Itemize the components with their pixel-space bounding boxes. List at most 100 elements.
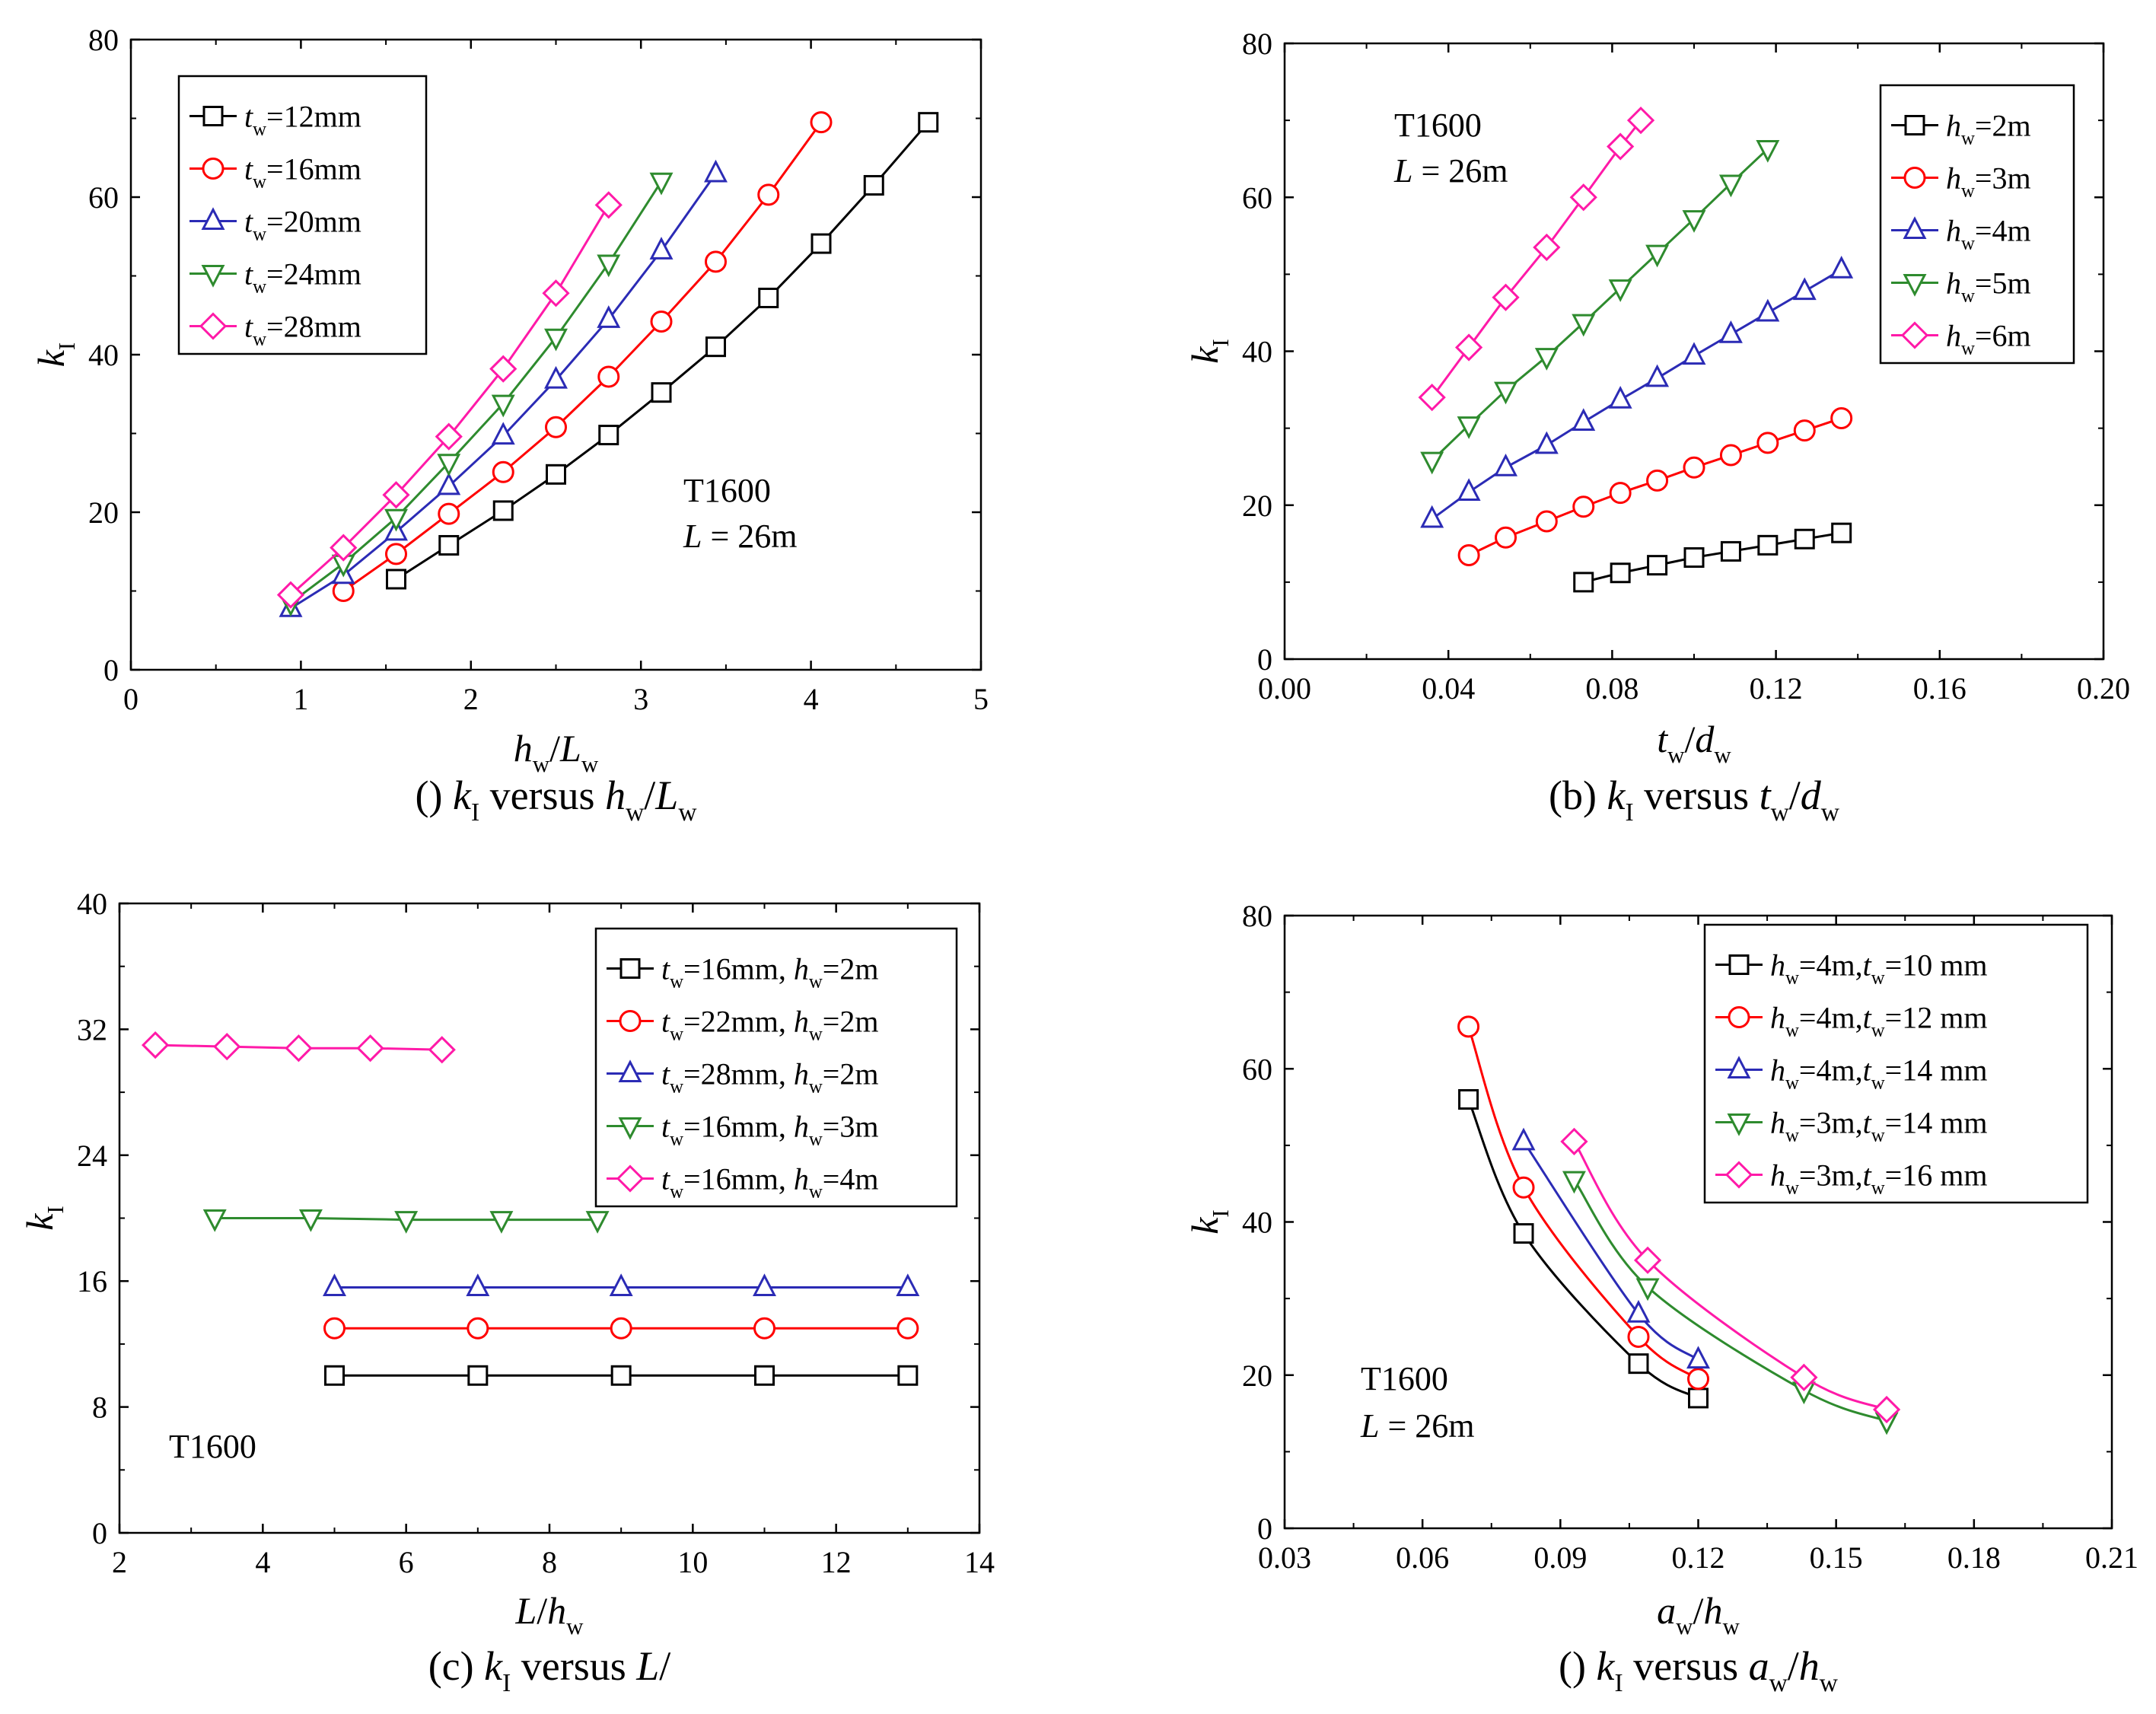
data-point	[705, 336, 726, 358]
data-point	[1872, 1395, 1901, 1424]
x-tick-label: 2	[112, 1545, 127, 1579]
variable-symbol: t	[244, 152, 253, 186]
x-tick-label: 4	[255, 1545, 270, 1579]
x-tick-label: 0.04	[1422, 671, 1475, 706]
variable-subscript: I	[53, 342, 80, 350]
y-tick-label: 24	[77, 1139, 107, 1173]
series-1	[324, 1365, 919, 1386]
legend-marker	[1728, 954, 1750, 975]
data-point	[1494, 453, 1517, 476]
plain-text: =2m	[823, 952, 879, 986]
series-line	[1467, 1098, 1699, 1400]
data-point	[1756, 432, 1779, 454]
series-3	[1420, 256, 1854, 528]
y-tick-label: 60	[1242, 180, 1272, 215]
legend-marker	[618, 1059, 642, 1082]
data-point	[384, 508, 408, 532]
legend-label: hw​=3m,tw​=16 mm	[1770, 1158, 1987, 1199]
legend-label: hw​=4m,tw​=10 mm	[1770, 948, 1987, 989]
variable-symbol: t	[661, 1162, 670, 1196]
variable-subscript: w	[1961, 339, 1975, 359]
plain-text: = 26m	[702, 518, 797, 555]
legend-marker	[619, 1010, 642, 1032]
data-point	[1686, 1346, 1710, 1369]
variable-subscript: w	[1820, 1669, 1839, 1697]
legend-label: tw​=22mm, hw​=2m	[661, 1005, 878, 1045]
data-point	[438, 502, 460, 525]
x-axis-label: hw​/Lw​	[514, 727, 599, 777]
variable-symbol: h	[794, 1057, 809, 1091]
variable-subscript: I	[1625, 798, 1633, 827]
x-tick-label: 0.03	[1258, 1540, 1311, 1575]
data-point	[489, 1211, 514, 1234]
plain-text: (	[416, 773, 429, 818]
variable-symbol: t	[1657, 718, 1668, 760]
data-point	[324, 1365, 345, 1386]
data-point	[467, 1365, 489, 1386]
variable-subscript: w	[1785, 968, 1799, 989]
variable-subscript: w	[253, 119, 266, 140]
chart-panel-d: 0.03 0.06 0.09 0.12 0.15 0.18 0.21 0 20 40 60 80 aw​…	[1183, 899, 2138, 1697]
variable-subscript: w	[1961, 181, 1975, 202]
variable-subscript: w	[670, 1129, 683, 1150]
variable-subscript: I	[502, 1669, 511, 1697]
plain-text: =16mm	[266, 152, 361, 186]
plain-text: =22mm,	[683, 1005, 794, 1039]
variable-symbol: h	[1770, 1001, 1785, 1035]
data-point	[585, 1211, 610, 1234]
panel-caption: (c) kI​ versus L/	[428, 1643, 671, 1697]
variable-symbol: t	[1863, 1106, 1872, 1140]
data-point	[1627, 1325, 1650, 1348]
data-point	[649, 172, 674, 196]
variable-symbol: a	[1749, 1643, 1769, 1689]
panel-caption: (b) kI​ versus tw​/dw​	[1549, 773, 1840, 827]
legend-marker	[616, 1164, 645, 1193]
variable-symbol: L	[635, 1643, 659, 1689]
variable-symbol: h	[514, 727, 533, 769]
variable-symbol: k	[1183, 346, 1226, 364]
plain-text: =4m,	[1799, 948, 1863, 983]
slash: /	[1693, 1589, 1704, 1632]
data-point	[1608, 279, 1632, 302]
legend-box	[594, 927, 958, 1208]
data-point	[1635, 1278, 1660, 1301]
plain-text: =3m,	[1799, 1158, 1863, 1193]
plain-text: =3m	[1975, 161, 2031, 196]
data-point	[1626, 1299, 1651, 1323]
x-tick-label: 0.15	[1810, 1540, 1863, 1575]
data-point	[382, 481, 410, 509]
y-tick-label: 16	[77, 1264, 107, 1298]
data-point	[597, 365, 620, 388]
variable-subscript: w	[253, 225, 266, 245]
series-2	[1457, 406, 1853, 566]
plain-text: =4m	[1975, 214, 2031, 248]
x-tick-label: 0.21	[2085, 1540, 2138, 1575]
variable-subscript: w	[1785, 1178, 1799, 1199]
data-point	[1569, 183, 1597, 212]
variable-symbol: h	[1703, 1589, 1722, 1632]
data-point	[1418, 384, 1446, 412]
variable-symbol: h	[1946, 109, 1961, 143]
legend-label: hw​=4m	[1946, 214, 2031, 254]
variable-symbol: L	[654, 773, 678, 818]
legend-marker	[619, 958, 641, 979]
data-point	[1756, 140, 1780, 163]
plain-text: =16mm,	[683, 1162, 794, 1196]
data-point	[1608, 385, 1632, 409]
data-point	[1830, 256, 1854, 279]
variable-symbol: k	[1183, 1217, 1226, 1235]
data-point	[757, 183, 780, 206]
data-point	[1511, 1127, 1536, 1151]
plain-text: versus	[1634, 773, 1760, 818]
data-point	[1646, 469, 1669, 492]
variable-subscript: I	[42, 1206, 68, 1213]
x-tick-label: 5	[973, 682, 989, 716]
legend-label: tw​=16mm	[244, 152, 361, 193]
data-point	[546, 464, 566, 485]
series-4	[202, 1209, 610, 1234]
variable-symbol: t	[244, 257, 253, 292]
variable-subscript: w	[566, 1613, 584, 1639]
slash: /	[1789, 773, 1801, 818]
data-point	[1572, 495, 1595, 518]
plain-text: =10 mm	[1885, 948, 1988, 983]
